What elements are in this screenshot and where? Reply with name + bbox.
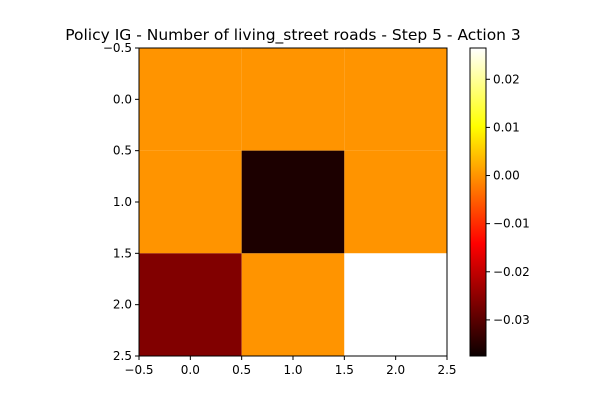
y-tick-label: 0.5: [113, 144, 132, 158]
y-tick-label: 2.5: [113, 349, 132, 363]
colorbar-tick-label: 0.01: [493, 120, 520, 134]
y-tick-label: −0.5: [103, 41, 132, 55]
y-tick-label: 2.0: [113, 298, 132, 312]
x-axis: −0.5 0.0 0.5 1.0 1.5 2.0 2.5: [124, 356, 457, 377]
x-tick-label: 2.5: [437, 363, 456, 377]
y-tick-label: 1.5: [113, 246, 132, 260]
colorbar-tick-label: −0.03: [493, 313, 530, 327]
heatmap-cell-r1-c2: [344, 150, 447, 254]
heatmap-cell-r2-c1: [241, 253, 345, 356]
heatmap-cell-r0-c1: [241, 48, 345, 151]
x-tick-label: −0.5: [124, 363, 153, 377]
heatmap-cell-r0-c2: [344, 48, 447, 151]
x-tick-label: 1.0: [283, 363, 302, 377]
x-tick-label: 0.0: [181, 363, 200, 377]
heatmap-cell-r2-c0: [139, 253, 242, 356]
x-tick-label: 0.5: [232, 363, 251, 377]
heatmap-cell-r2-c2: [344, 253, 447, 356]
x-tick-label: 1.5: [335, 363, 354, 377]
y-tick-label: 1.0: [113, 195, 132, 209]
heatmap-cell-r1-c1: [241, 150, 345, 254]
colorbar-axis: −0.03 −0.02 −0.01 0.00 0.01 0.02: [486, 72, 530, 327]
colorbar-tick-label: −0.01: [493, 217, 530, 231]
colorbar: [469, 47, 487, 357]
heatmap-cell-r0-c0: [139, 48, 242, 151]
x-tick-label: 2.0: [386, 363, 405, 377]
colorbar-tick-label: 0.02: [493, 72, 520, 86]
chart-title: Policy IG - Number of living_street road…: [65, 26, 521, 45]
y-tick-label: 0.0: [113, 92, 132, 106]
colorbar-tick-label: 0.00: [493, 169, 520, 183]
y-axis: −0.5 0.0 0.5 1.0 1.5 2.0 2.5: [103, 41, 139, 363]
heatmap-cells: [139, 48, 447, 356]
heatmap-cell-r1-c0: [139, 150, 242, 254]
colorbar-tick-label: −0.02: [493, 265, 530, 279]
